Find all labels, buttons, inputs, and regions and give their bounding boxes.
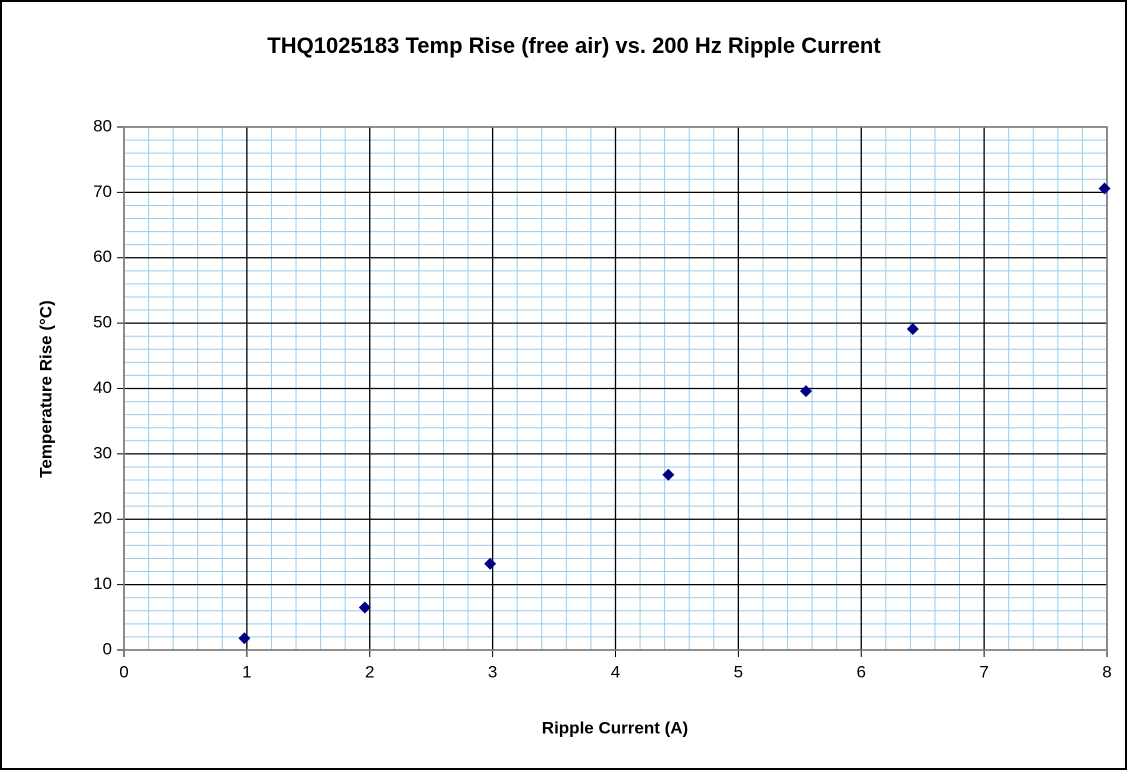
y-tick-label: 0 bbox=[103, 639, 112, 658]
point bbox=[238, 632, 251, 645]
y-tick-label: 50 bbox=[93, 313, 112, 332]
y-tick-label: 70 bbox=[93, 182, 112, 201]
x-tick-label: 0 bbox=[119, 662, 128, 681]
x-axis-label: Ripple Current (A) bbox=[542, 718, 688, 737]
y-tick-label: 80 bbox=[93, 116, 112, 135]
x-tick-label: 6 bbox=[857, 662, 866, 681]
y-tick-label: 20 bbox=[93, 509, 112, 528]
point bbox=[1098, 182, 1111, 195]
x-tick-label: 5 bbox=[734, 662, 743, 681]
plot-border bbox=[123, 126, 1108, 651]
point bbox=[662, 468, 675, 481]
x-tick-label: 2 bbox=[365, 662, 374, 681]
point bbox=[358, 601, 371, 614]
y-tick-label: 30 bbox=[93, 443, 112, 462]
point bbox=[799, 385, 812, 398]
x-tick-label: 3 bbox=[488, 662, 497, 681]
y-tick-label: 10 bbox=[93, 574, 112, 593]
y-axis-label: Temperature Rise (°C) bbox=[36, 300, 55, 477]
point bbox=[906, 323, 919, 336]
x-tick-label: 7 bbox=[979, 662, 988, 681]
point bbox=[484, 557, 497, 570]
x-tick-label: 4 bbox=[611, 662, 620, 681]
chart-title: THQ1025183 Temp Rise (free air) vs. 200 … bbox=[267, 33, 881, 58]
x-tick-label: 8 bbox=[1102, 662, 1111, 681]
y-tick-label: 60 bbox=[93, 247, 112, 266]
x-tick-label: 1 bbox=[242, 662, 251, 681]
y-tick-label: 40 bbox=[93, 378, 112, 397]
